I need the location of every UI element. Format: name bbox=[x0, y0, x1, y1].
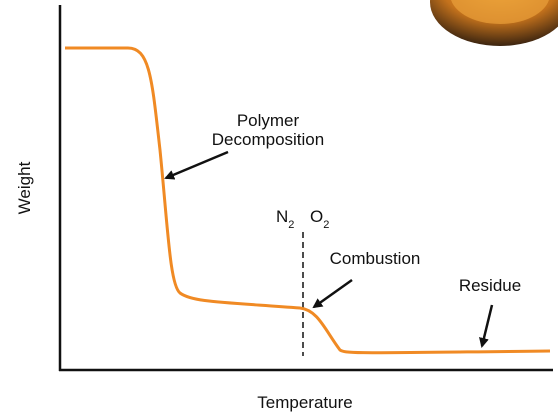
x-axis-label: Temperature bbox=[257, 393, 352, 412]
crucible-image bbox=[430, 0, 558, 46]
annotation-line: Decomposition bbox=[212, 130, 324, 149]
text-part: O bbox=[310, 207, 323, 226]
arrow bbox=[482, 305, 492, 346]
annotation: Residue bbox=[459, 276, 521, 295]
gas-label: N2 bbox=[276, 207, 294, 231]
gas-label: O2 bbox=[310, 207, 329, 231]
text-part: 2 bbox=[323, 219, 329, 231]
text-part: 2 bbox=[288, 219, 294, 231]
arrow bbox=[166, 152, 228, 178]
y-axis-label: Weight bbox=[15, 161, 34, 214]
arrow bbox=[314, 280, 352, 307]
diagram: Polymer Decomposition N2 O2 Combustion R… bbox=[0, 0, 558, 417]
annotation-line: Polymer bbox=[237, 111, 300, 130]
tga-curve bbox=[65, 48, 550, 353]
text-part: N bbox=[276, 207, 288, 226]
annotation: Combustion bbox=[330, 249, 421, 268]
